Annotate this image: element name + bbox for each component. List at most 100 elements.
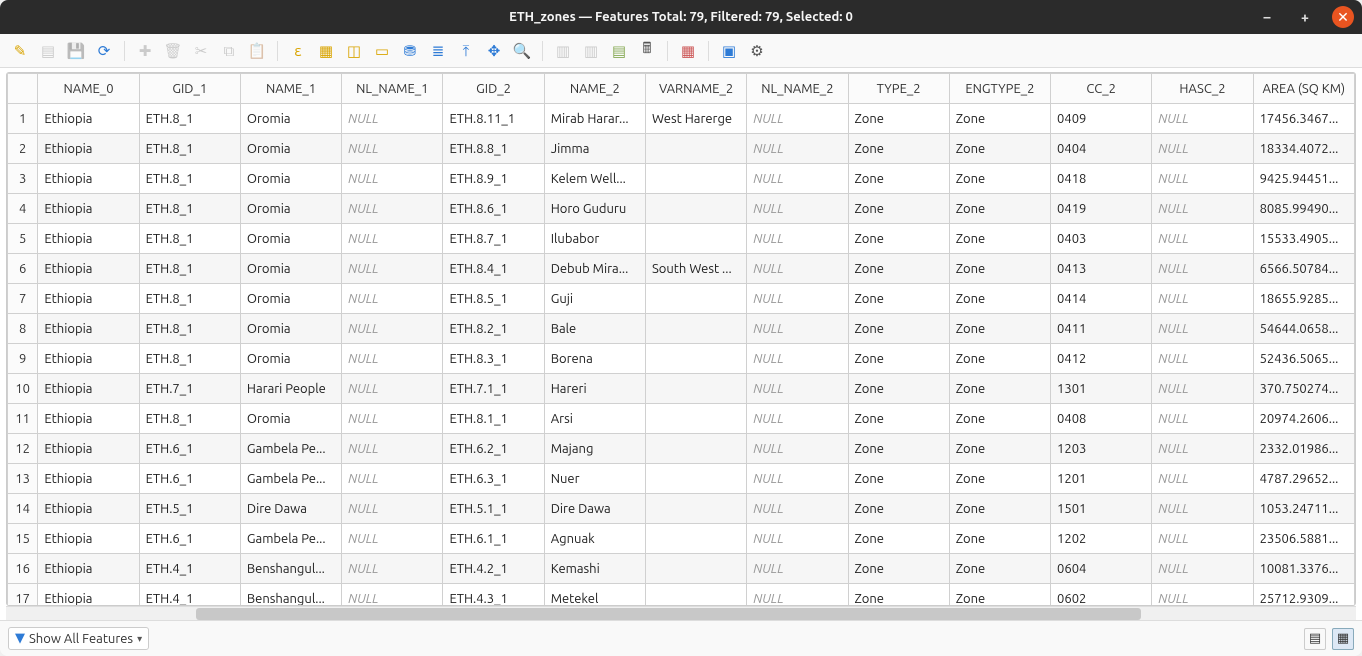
table-cell[interactable]: ETH.8.7_1 <box>443 224 544 254</box>
table-cell[interactable]: 0413 <box>1051 254 1152 284</box>
table-cell[interactable]: 370.750274... <box>1253 374 1354 404</box>
table-cell[interactable]: Oromia <box>240 104 341 134</box>
table-cell[interactable]: NULL <box>1152 494 1253 524</box>
table-cell[interactable]: ETH.6_1 <box>139 464 240 494</box>
row-number[interactable]: 11 <box>8 404 38 434</box>
table-cell[interactable]: Zone <box>848 194 949 224</box>
table-cell[interactable]: 1053.24711... <box>1253 494 1354 524</box>
table-cell[interactable]: Ethiopia <box>38 104 139 134</box>
table-cell[interactable] <box>645 524 746 554</box>
table-cell[interactable]: Ethiopia <box>38 164 139 194</box>
table-cell[interactable]: ETH.6_1 <box>139 524 240 554</box>
table-cell[interactable]: NULL <box>747 374 848 404</box>
column-header[interactable]: GID_2 <box>443 74 544 104</box>
table-cell[interactable]: Zone <box>848 374 949 404</box>
table-cell[interactable]: ETH.8.11_1 <box>443 104 544 134</box>
row-number[interactable]: 17 <box>8 584 38 606</box>
table-cell[interactable]: Nuer <box>544 464 645 494</box>
table-cell[interactable]: Gambela Pe... <box>240 434 341 464</box>
select-by-value-icon[interactable]: ≣ <box>426 39 450 63</box>
table-cell[interactable]: NULL <box>747 434 848 464</box>
table-cell[interactable]: Zone <box>949 194 1050 224</box>
column-header[interactable]: NAME_0 <box>38 74 139 104</box>
table-cell[interactable]: Zone <box>848 344 949 374</box>
table-row[interactable]: 16EthiopiaETH.4_1Benshangul...NULLETH.4.… <box>8 554 1355 584</box>
table-cell[interactable]: West Harerge <box>645 104 746 134</box>
new-field-icon[interactable]: ▥ <box>551 39 575 63</box>
row-number[interactable]: 10 <box>8 374 38 404</box>
table-cell[interactable]: NULL <box>747 194 848 224</box>
row-number[interactable]: 8 <box>8 314 38 344</box>
row-number[interactable]: 14 <box>8 494 38 524</box>
table-cell[interactable]: NULL <box>747 224 848 254</box>
table-cell[interactable] <box>645 344 746 374</box>
table-cell[interactable]: Kemashi <box>544 554 645 584</box>
table-cell[interactable]: 54644.0658... <box>1253 314 1354 344</box>
table-row[interactable]: 5EthiopiaETH.8_1OromiaNULLETH.8.7_1Iluba… <box>8 224 1355 254</box>
table-cell[interactable]: NULL <box>342 404 443 434</box>
table-cell[interactable]: ETH.4_1 <box>139 554 240 584</box>
column-header[interactable]: NL_NAME_2 <box>747 74 848 104</box>
table-cell[interactable]: 0419 <box>1051 194 1152 224</box>
table-row[interactable]: 3EthiopiaETH.8_1OromiaNULLETH.8.9_1Kelem… <box>8 164 1355 194</box>
table-cell[interactable]: ETH.8_1 <box>139 104 240 134</box>
table-cell[interactable]: NULL <box>747 314 848 344</box>
table-cell[interactable]: NULL <box>1152 524 1253 554</box>
table-cell[interactable]: Oromia <box>240 344 341 374</box>
table-cell[interactable]: 1201 <box>1051 464 1152 494</box>
table-cell[interactable]: Horo Guduru <box>544 194 645 224</box>
table-cell[interactable]: 23506.5881... <box>1253 524 1354 554</box>
table-cell[interactable]: ETH.8.3_1 <box>443 344 544 374</box>
table-cell[interactable]: ETH.8.5_1 <box>443 284 544 314</box>
table-cell[interactable]: South West ... <box>645 254 746 284</box>
table-cell[interactable]: Dire Dawa <box>240 494 341 524</box>
table-cell[interactable] <box>645 434 746 464</box>
table-cell[interactable]: NULL <box>1152 134 1253 164</box>
scrollbar-thumb[interactable] <box>196 608 1141 620</box>
table-view-button[interactable]: ▦ <box>1332 628 1354 650</box>
table-cell[interactable]: ETH.7.1_1 <box>443 374 544 404</box>
table-cell[interactable] <box>645 494 746 524</box>
table-cell[interactable]: ETH.8_1 <box>139 314 240 344</box>
table-cell[interactable]: NULL <box>1152 344 1253 374</box>
table-cell[interactable]: NULL <box>747 134 848 164</box>
table-cell[interactable]: NULL <box>1152 224 1253 254</box>
actions-icon[interactable]: ⚙ <box>745 39 769 63</box>
table-row[interactable]: 15EthiopiaETH.6_1Gambela Pe...NULLETH.6.… <box>8 524 1355 554</box>
table-cell[interactable]: Oromia <box>240 134 341 164</box>
table-cell[interactable]: NULL <box>747 494 848 524</box>
copy-icon[interactable]: ⧉ <box>217 39 241 63</box>
table-cell[interactable]: ETH.8_1 <box>139 134 240 164</box>
table-cell[interactable]: Ethiopia <box>38 524 139 554</box>
table-cell[interactable]: 1202 <box>1051 524 1152 554</box>
row-number[interactable]: 4 <box>8 194 38 224</box>
table-cell[interactable]: 0403 <box>1051 224 1152 254</box>
table-cell[interactable]: NULL <box>342 134 443 164</box>
table-cell[interactable]: NULL <box>342 254 443 284</box>
table-cell[interactable]: 18655.9285... <box>1253 284 1354 314</box>
table-cell[interactable]: NULL <box>1152 254 1253 284</box>
table-cell[interactable]: NULL <box>342 464 443 494</box>
table-row[interactable]: 4EthiopiaETH.8_1OromiaNULLETH.8.6_1Horo … <box>8 194 1355 224</box>
add-feature-icon[interactable]: ✚ <box>133 39 157 63</box>
table-cell[interactable]: Zone <box>949 404 1050 434</box>
table-cell[interactable]: ETH.8_1 <box>139 224 240 254</box>
table-cell[interactable]: Ethiopia <box>38 344 139 374</box>
delete-field-icon[interactable]: ▥ <box>579 39 603 63</box>
table-row[interactable]: 7EthiopiaETH.8_1OromiaNULLETH.8.5_1GujiN… <box>8 284 1355 314</box>
table-cell[interactable] <box>645 584 746 606</box>
table-cell[interactable]: ETH.7_1 <box>139 374 240 404</box>
table-cell[interactable]: NULL <box>342 434 443 464</box>
table-row[interactable]: 11EthiopiaETH.8_1OromiaNULLETH.8.1_1Arsi… <box>8 404 1355 434</box>
table-cell[interactable]: Zone <box>848 224 949 254</box>
field-calculator-icon[interactable]: 🖩 <box>635 39 659 63</box>
edit-pencil-icon[interactable]: ✎ <box>8 39 32 63</box>
table-cell[interactable]: Zone <box>949 434 1050 464</box>
column-header[interactable]: GID_1 <box>139 74 240 104</box>
table-cell[interactable]: NULL <box>342 164 443 194</box>
table-cell[interactable]: 2332.01986... <box>1253 434 1354 464</box>
table-cell[interactable]: Majang <box>544 434 645 464</box>
table-cell[interactable]: 18334.4072... <box>1253 134 1354 164</box>
table-cell[interactable]: NULL <box>342 104 443 134</box>
table-cell[interactable]: NULL <box>342 194 443 224</box>
